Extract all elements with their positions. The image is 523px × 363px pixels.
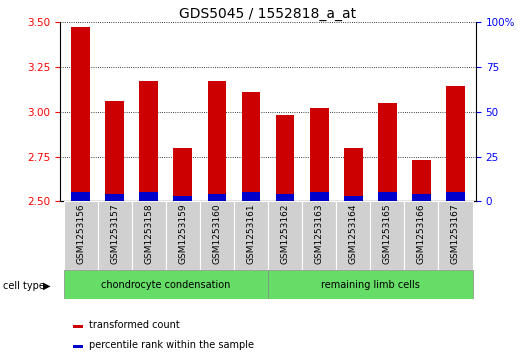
Bar — [174, 196, 192, 201]
Text: transformed count: transformed count — [89, 320, 180, 330]
Text: cell type: cell type — [3, 281, 44, 291]
Bar — [344, 147, 362, 201]
Bar — [310, 192, 328, 201]
Bar — [105, 101, 124, 201]
Bar — [446, 192, 465, 201]
Bar — [276, 115, 294, 201]
Bar — [336, 201, 370, 270]
Bar — [98, 201, 132, 270]
Bar — [242, 192, 260, 201]
Bar — [310, 108, 328, 201]
Bar — [412, 160, 431, 201]
Bar — [378, 192, 396, 201]
Bar — [71, 27, 90, 201]
Text: GSM1253161: GSM1253161 — [246, 204, 256, 264]
Bar — [140, 81, 158, 201]
Text: GSM1253166: GSM1253166 — [417, 204, 426, 264]
Bar — [446, 86, 465, 201]
Bar — [234, 201, 268, 270]
Bar — [344, 196, 362, 201]
Bar — [268, 270, 472, 299]
Text: GSM1253164: GSM1253164 — [349, 204, 358, 264]
Text: GSM1253163: GSM1253163 — [315, 204, 324, 264]
Bar — [404, 201, 438, 270]
Bar — [208, 81, 226, 201]
Bar — [412, 194, 431, 201]
Bar — [242, 92, 260, 201]
Text: GSM1253159: GSM1253159 — [178, 204, 187, 264]
Bar — [140, 192, 158, 201]
Bar — [64, 201, 98, 270]
Bar — [73, 346, 83, 348]
Text: chondrocyte condensation: chondrocyte condensation — [101, 280, 231, 290]
Bar — [132, 201, 166, 270]
Text: percentile rank within the sample: percentile rank within the sample — [89, 340, 254, 350]
Text: GSM1253157: GSM1253157 — [110, 204, 119, 264]
Text: GSM1253156: GSM1253156 — [76, 204, 85, 264]
Text: GSM1253162: GSM1253162 — [280, 204, 290, 264]
Text: GSM1253158: GSM1253158 — [144, 204, 153, 264]
Bar — [378, 103, 396, 201]
Bar — [71, 192, 90, 201]
Bar — [166, 201, 200, 270]
Text: GSM1253160: GSM1253160 — [212, 204, 221, 264]
Bar — [208, 194, 226, 201]
Bar — [276, 194, 294, 201]
Bar — [73, 325, 83, 328]
Bar — [370, 201, 404, 270]
Bar — [174, 147, 192, 201]
Text: remaining limb cells: remaining limb cells — [321, 280, 420, 290]
Bar — [105, 194, 124, 201]
Bar — [438, 201, 472, 270]
Bar — [200, 201, 234, 270]
Bar — [302, 201, 336, 270]
Bar — [64, 270, 268, 299]
Text: GSM1253167: GSM1253167 — [451, 204, 460, 264]
Text: GSM1253165: GSM1253165 — [383, 204, 392, 264]
Title: GDS5045 / 1552818_a_at: GDS5045 / 1552818_a_at — [179, 7, 357, 21]
Text: ▶: ▶ — [43, 281, 50, 291]
Bar — [268, 201, 302, 270]
